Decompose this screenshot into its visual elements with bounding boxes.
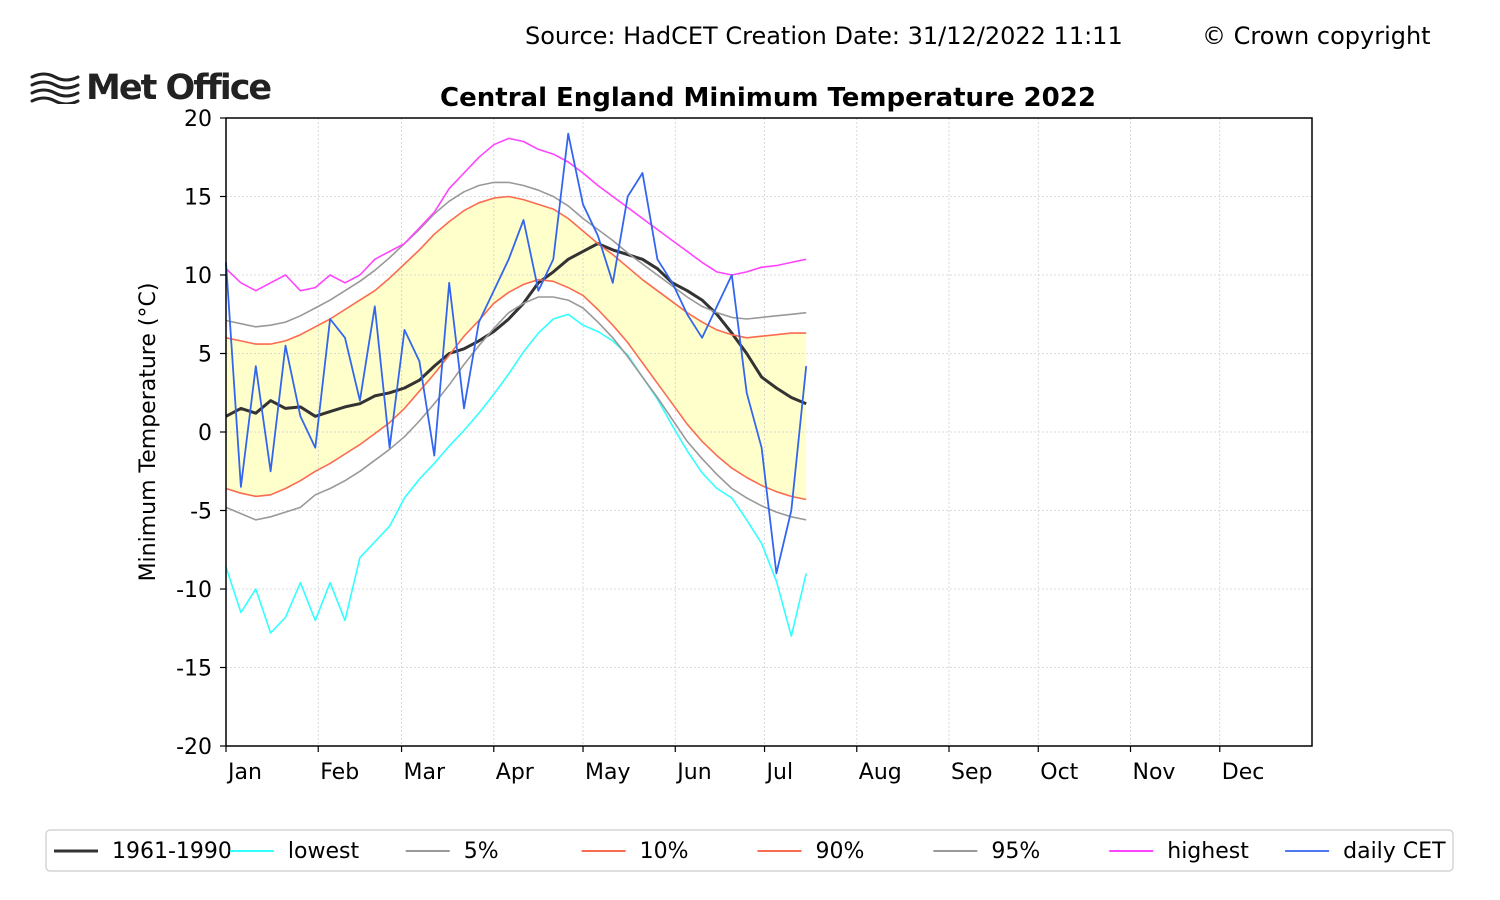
y-tick-label: 20 bbox=[184, 107, 212, 132]
x-tick-label: Oct bbox=[1040, 760, 1078, 785]
chart-title: Central England Minimum Temperature 2022 bbox=[440, 83, 1096, 113]
y-tick-label: -20 bbox=[176, 735, 212, 760]
legend-label: 95% bbox=[991, 839, 1040, 864]
series-line-1961-1990 bbox=[225, 242, 807, 418]
x-tick-label: May bbox=[585, 760, 630, 785]
series-line-95- bbox=[225, 181, 807, 328]
legend-label: 5% bbox=[464, 839, 499, 864]
x-tick-label: Apr bbox=[496, 760, 535, 785]
x-tick-label: Jun bbox=[675, 760, 711, 785]
wave-icon bbox=[30, 72, 80, 104]
series-line-lowest bbox=[225, 313, 807, 637]
legend-box bbox=[45, 829, 1454, 872]
legend-label: 1961-1990 bbox=[112, 839, 232, 864]
y-tick-label: -5 bbox=[190, 500, 212, 525]
y-tick-label: 10 bbox=[184, 264, 212, 289]
series-line-highest bbox=[225, 137, 807, 292]
copyright-text: © Crown copyright bbox=[1202, 22, 1431, 50]
y-tick-label: 5 bbox=[198, 343, 212, 368]
x-tick-label: Dec bbox=[1222, 760, 1265, 785]
series-line-90- bbox=[225, 195, 807, 345]
legend-label: 10% bbox=[640, 839, 689, 864]
x-tick-label: Aug bbox=[859, 760, 902, 785]
x-tick-label: Jan bbox=[226, 760, 262, 785]
series-line-daily-cet bbox=[225, 132, 808, 575]
legend-label: highest bbox=[1167, 839, 1249, 864]
x-tick-label: Nov bbox=[1133, 760, 1176, 785]
legend-label: 90% bbox=[816, 839, 865, 864]
y-tick-label: 15 bbox=[184, 186, 212, 211]
percentile-band bbox=[226, 196, 807, 500]
series-line-10- bbox=[225, 278, 807, 501]
y-tick-label: -15 bbox=[176, 657, 212, 682]
y-tick-label: 0 bbox=[198, 421, 212, 446]
x-tick-label: Mar bbox=[404, 760, 446, 785]
series-line-5- bbox=[225, 296, 807, 521]
logo-text: Met Office bbox=[86, 68, 272, 108]
x-tick-label: Feb bbox=[320, 760, 359, 785]
met-office-logo: Met Office bbox=[30, 66, 272, 110]
source-text: Source: HadCET Creation Date: 31/12/2022… bbox=[525, 22, 1123, 50]
y-axis-label: Minimum Temperature (°C) bbox=[136, 283, 161, 582]
x-tick-label: Sep bbox=[951, 760, 992, 785]
legend-label: daily CET bbox=[1343, 839, 1446, 864]
legend-label: lowest bbox=[288, 839, 360, 864]
y-tick-label: -10 bbox=[176, 578, 212, 603]
x-tick-label: Jul bbox=[765, 760, 794, 785]
